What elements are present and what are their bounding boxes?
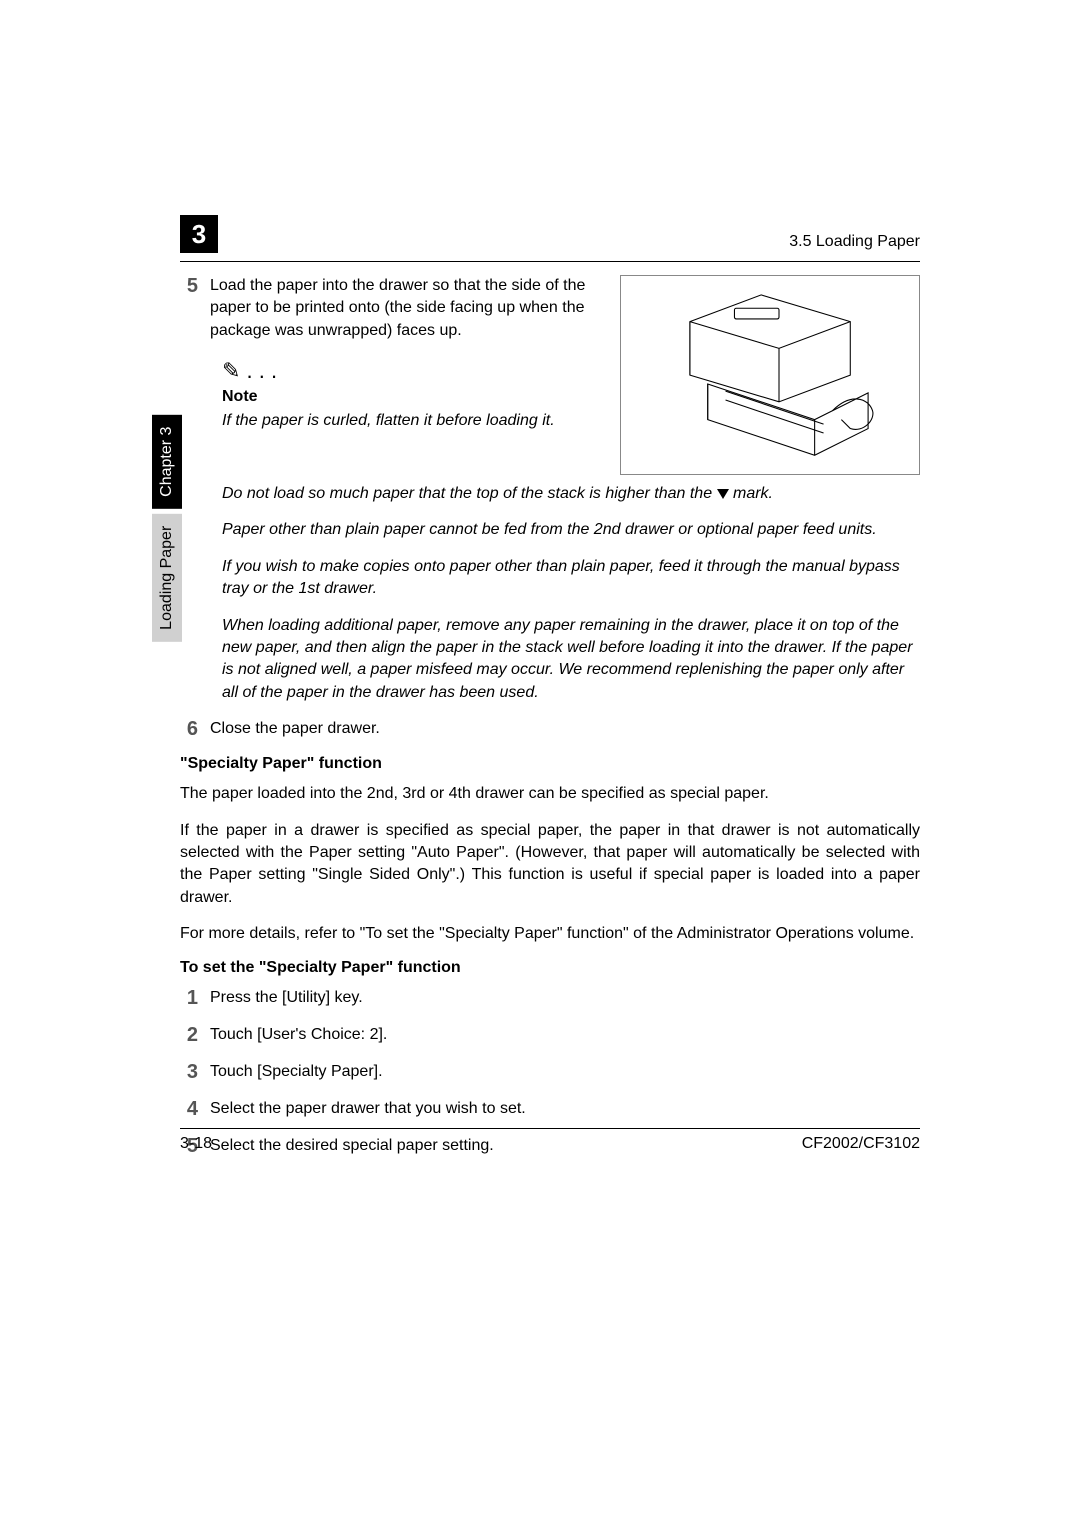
pencil-note-icon: ✎ . . . [222,358,600,384]
section-reference: 3.5 Loading Paper [789,233,920,251]
note-continued: Do not load so much paper that the top o… [222,483,920,704]
down-triangle-icon [717,489,729,499]
step-number: 5 [180,275,210,342]
to-set-title: To set the "Specialty Paper" function [180,959,920,977]
model-number: CF2002/CF3102 [802,1135,920,1153]
step-number: 6 [180,718,210,741]
note-text-4: If you wish to make copies onto paper ot… [222,556,920,601]
specialty-p1: The paper loaded into the 2nd, 3rd or 4t… [180,783,920,805]
to-set-step-2: 2 Touch [User's Choice: 2]. [180,1024,920,1047]
to-set-step-3: 3 Touch [Specialty Paper]. [180,1061,920,1084]
step-6: 6 Close the paper drawer. [180,718,920,741]
drawer-illustration [620,275,920,475]
step-number: 4 [180,1098,210,1121]
step-number: 3 [180,1061,210,1084]
to-set-step-1: 1 Press the [Utility] key. [180,987,920,1010]
note-label: Note [222,388,600,406]
printer-drawer-icon [636,286,904,464]
specialty-p3: For more details, refer to "To set the "… [180,923,920,945]
step-text: Close the paper drawer. [210,718,920,741]
step-text: Press the [Utility] key. [210,987,920,1010]
page-content: 5 Load the paper into the drawer so that… [180,275,920,1158]
page-footer: 3-18 CF2002/CF3102 [180,1128,920,1153]
step-5-row: 5 Load the paper into the drawer so that… [180,275,920,475]
note-text-5: When loading additional paper, remove an… [222,615,920,705]
page-header: 3 3.5 Loading Paper [180,215,920,262]
step-text: Load the paper into the drawer so that t… [210,275,600,342]
specialty-paper-title: "Specialty Paper" function [180,755,920,773]
chapter-number-badge: 3 [180,215,218,253]
step-text: Select the paper drawer that you wish to… [210,1098,920,1121]
to-set-step-4: 4 Select the paper drawer that you wish … [180,1098,920,1121]
note-text-2a: Do not load so much paper that the top o… [222,485,717,502]
specialty-p2: If the paper in a drawer is specified as… [180,820,920,910]
note-text-3: Paper other than plain paper cannot be f… [222,519,920,541]
step-number: 1 [180,987,210,1010]
note-block: ✎ . . . Note If the paper is curled, fla… [222,358,600,432]
sidebar-tab: Loading Paper Chapter 3 [152,415,182,642]
note-text-1: If the paper is curled, flatten it befor… [222,410,600,432]
sidebar-chapter-label: Chapter 3 [152,415,182,509]
note-text-2b: mark. [733,485,773,502]
step-text: Touch [User's Choice: 2]. [210,1024,920,1047]
step-text: Touch [Specialty Paper]. [210,1061,920,1084]
note-text-2: Do not load so much paper that the top o… [222,483,920,505]
page-number: 3-18 [180,1135,212,1152]
step-5: 5 Load the paper into the drawer so that… [180,275,600,342]
step-number: 2 [180,1024,210,1047]
sidebar-section-label: Loading Paper [152,514,182,642]
